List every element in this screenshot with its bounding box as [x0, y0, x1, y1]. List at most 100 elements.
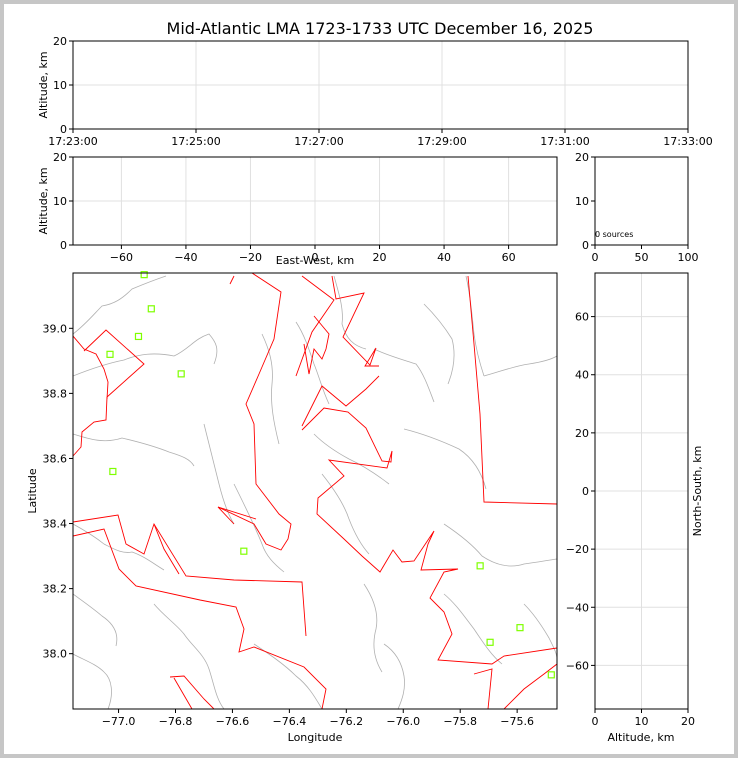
- station-marker: [177, 370, 185, 378]
- coastline: [523, 603, 557, 660]
- latitude-axis-tick-label: 38.8: [43, 387, 68, 400]
- north-south-tick-label: 40: [575, 369, 589, 382]
- coastline: [423, 303, 455, 385]
- count-axis-tick-label: 100: [678, 251, 699, 264]
- latitude-axis-tick-label: 38.2: [43, 583, 68, 596]
- count-axis-tick-label: 0: [592, 251, 599, 264]
- border-line: [83, 329, 145, 398]
- altitude-axis-tick-label: 10: [635, 715, 649, 728]
- border-line: [153, 506, 257, 575]
- border-line: [467, 275, 557, 505]
- border-line: [331, 275, 379, 367]
- east-west-xlabel: East-West, km: [276, 254, 354, 267]
- station-marker: [516, 624, 524, 632]
- latitude-axis-tick-label: 38.4: [43, 518, 68, 531]
- east-west-axis-tick-label: −20: [239, 251, 262, 264]
- time-altitude-panel: 17:23:00 17:25:00 17:27:00 17:29:00 17:31:00…: [37, 35, 713, 148]
- time-axis-tick-label: 17:33:00: [663, 135, 712, 148]
- north-south-xlabel: Altitude, km: [607, 731, 674, 744]
- station-marker: [547, 671, 555, 679]
- plan-view-axes: [72, 272, 558, 710]
- lma-figure: Mid-Atlantic LMA 1723-1733 UTC December …: [26, 19, 713, 744]
- time-axis-tick-label: 17:27:00: [294, 135, 343, 148]
- border-line: [73, 514, 307, 637]
- state-county-borders: [73, 273, 557, 709]
- border-line: [473, 663, 557, 709]
- altitude-axis-tick-label: 0: [60, 123, 67, 136]
- longitude-axis-tick-label: −75.6: [500, 715, 534, 728]
- altitude-axis-tick-label: 20: [575, 151, 589, 164]
- east-west-axis-tick-label: 0: [312, 251, 319, 264]
- north-south-tick-label: 20: [575, 427, 589, 440]
- coastline: [403, 428, 487, 490]
- longitude-axis-tick-label: −77.0: [102, 715, 136, 728]
- border-line: [217, 273, 292, 551]
- longitude-axis-tick-label: −76.6: [216, 715, 250, 728]
- coastline: [443, 523, 557, 567]
- coastline: [233, 483, 285, 573]
- altitude-axis-tick-label: 10: [575, 195, 589, 208]
- coastline: [73, 523, 165, 571]
- east-west-axis-tick-label: −60: [110, 251, 133, 264]
- coastline: [313, 433, 390, 485]
- north-south-tick-label: −20: [566, 543, 589, 556]
- coastline: [383, 643, 405, 709]
- north-south-tick-label: 60: [575, 311, 589, 324]
- station-marker: [140, 271, 148, 279]
- border-line: [73, 528, 327, 709]
- longitude-axis-tick-label: −75.8: [443, 715, 477, 728]
- altitude-axis-tick-label: 20: [53, 151, 67, 164]
- station-marker: [134, 332, 143, 341]
- coastline: [73, 275, 167, 335]
- coastline: [73, 653, 112, 709]
- coastline: [253, 643, 323, 709]
- map-layers: [73, 273, 557, 709]
- east-west-axis-tick-label: 20: [373, 251, 387, 264]
- coastline: [363, 583, 383, 673]
- coastline: [333, 275, 367, 350]
- coastline: [465, 275, 485, 377]
- longitude-axis-tick-label: −76.4: [273, 715, 307, 728]
- north-south-tick-label: 0: [582, 485, 589, 498]
- altitude-axis-tick-label: 0: [592, 715, 599, 728]
- coastline: [73, 593, 118, 647]
- north-south-ylabel: North-South, km: [691, 446, 704, 537]
- border-line: [301, 375, 380, 427]
- coastlines: [73, 275, 557, 709]
- coastline: [203, 423, 235, 525]
- east-west-axis-tick-label: −40: [174, 251, 197, 264]
- longitude-axis-tick-label: −76.0: [386, 715, 420, 728]
- time-axis-tick-label: 17:23:00: [48, 135, 97, 148]
- coastline: [261, 333, 280, 445]
- east-west-altitude-panel: −60 −40 −20 0 20 40 60 0 10 20 Altitude, km East…: [37, 151, 558, 267]
- altitude-axis-tick-label: 10: [53, 79, 67, 92]
- latitude-axis-tick-label: 39.0: [43, 322, 68, 335]
- altitude-axis-tick-label: 10: [53, 195, 67, 208]
- plan-view-map-panel: −77.0 −76.8 −76.6 −76.4 −76.2 −76.0 −75.8 −75.6…: [26, 271, 558, 744]
- east-west-axis-tick-label: 60: [502, 251, 516, 264]
- border-line: [303, 315, 330, 375]
- latitude-axis-tick-label: 38.6: [43, 452, 68, 465]
- coastline: [295, 321, 330, 405]
- north-south-altitude-panel: 0 10 20 −60 −40 −20 0 20 40 60 Altitude, km Nort…: [566, 272, 704, 744]
- altitude-histogram-panel: 0 50 100 0 10 20 0 sources: [575, 151, 699, 264]
- latitude-axis-tick-label: 38.0: [43, 648, 68, 661]
- coastline: [73, 433, 195, 467]
- border-line: [301, 407, 557, 665]
- coastline: [443, 593, 503, 665]
- time-altitude-ylabel: Altitude, km: [37, 51, 50, 118]
- altitude-axis-tick-label: 20: [53, 35, 67, 48]
- altitude-axis-tick-label: 20: [681, 715, 695, 728]
- station-marker: [109, 467, 117, 476]
- count-axis-tick-label: 50: [635, 251, 649, 264]
- coastline: [321, 473, 370, 555]
- border-line: [169, 675, 215, 709]
- altitude-axis-tick-label: 0: [60, 239, 67, 252]
- longitude-xlabel: Longitude: [288, 731, 343, 744]
- border-line: [295, 275, 335, 377]
- figure-frame: Mid-Atlantic LMA 1723-1733 UTC December …: [4, 4, 734, 754]
- source-count-annotation: 0 sources: [595, 230, 633, 239]
- longitude-axis-tick-label: −76.8: [159, 715, 193, 728]
- station-marker: [486, 638, 494, 646]
- station-marker: [240, 547, 248, 555]
